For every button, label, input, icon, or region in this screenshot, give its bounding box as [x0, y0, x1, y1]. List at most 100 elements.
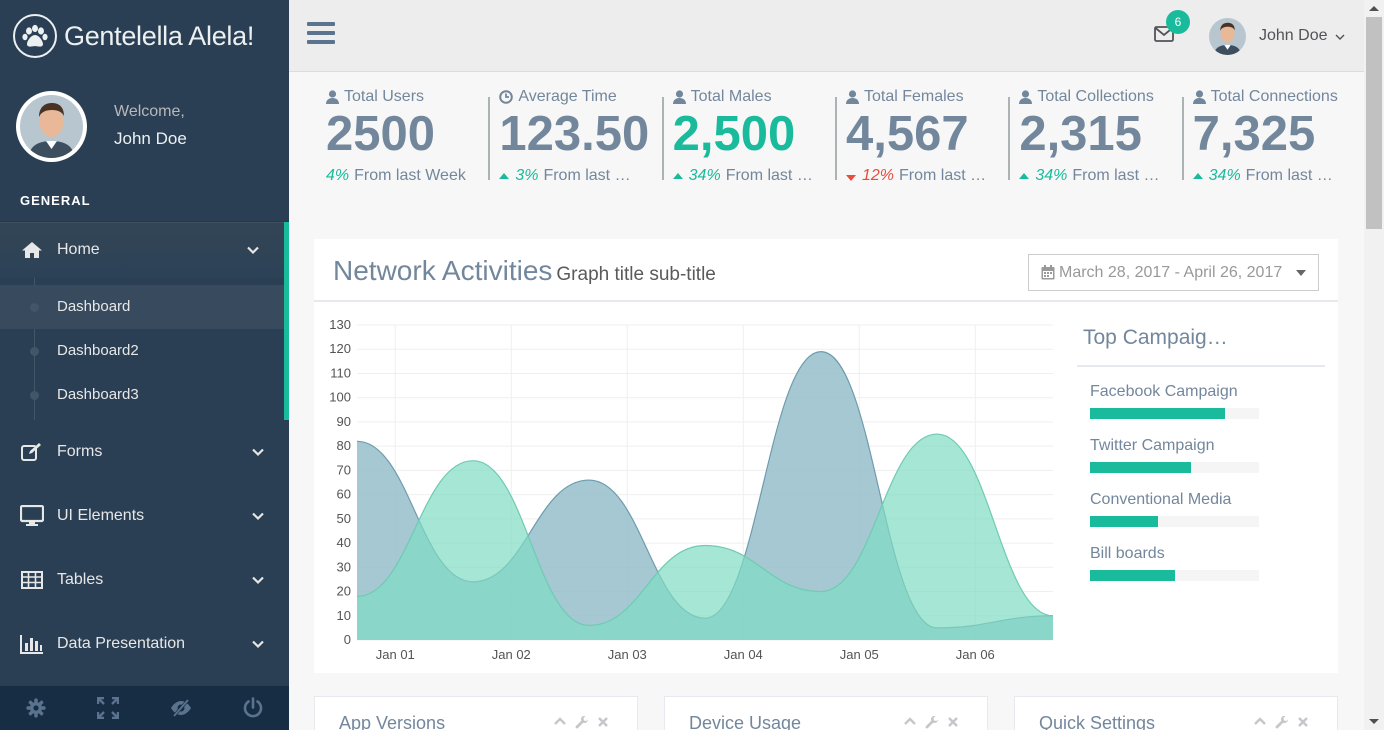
- tile-trend-text: From last Week: [725, 167, 815, 184]
- y-tick-label: 40: [337, 535, 351, 550]
- stat-tile: Total Males 2,500 34%From last Week: [661, 80, 838, 195]
- tile-title-text: Total Males: [690, 88, 772, 105]
- date-range-picker[interactable]: March 28, 2017 - April 26, 2017: [1028, 254, 1319, 291]
- stat-tile: Total Females 4,567 12%From last Week: [834, 80, 1011, 195]
- campaign-label: Bill boards: [1090, 545, 1165, 562]
- campaign-progress-bar: [1090, 408, 1259, 419]
- sidebar-item-tables[interactable]: Tables: [0, 548, 289, 612]
- date-range-text: March 28, 2017 - April 26, 2017: [1059, 263, 1283, 281]
- tile-count: 4,567: [845, 108, 969, 160]
- series-line-2: [356, 433, 1054, 627]
- campaign-item: Bill boards: [1077, 545, 1325, 581]
- campaign-label: Twitter Campaign: [1090, 437, 1215, 454]
- sort-up-icon: [1192, 173, 1203, 179]
- brand-title: Gentelella Alela!: [64, 20, 255, 51]
- tile-percent: 34%: [1208, 167, 1241, 184]
- eye-slash-icon: [170, 698, 191, 718]
- x-tick-label: Jan 04: [724, 647, 763, 662]
- series-area-2: [357, 434, 1053, 640]
- panel-toolbox: [1253, 716, 1309, 730]
- fullscreen-icon: [97, 697, 120, 719]
- caret-down-icon: [1296, 269, 1306, 276]
- y-tick-label: 30: [337, 559, 351, 574]
- tile-percent: 4%: [326, 167, 350, 184]
- close-icon[interactable]: [597, 716, 609, 728]
- collapse-icon[interactable]: [903, 716, 917, 726]
- scroll-down-arrow[interactable]: [1369, 719, 1379, 724]
- calendar-icon: [1041, 265, 1055, 280]
- x-tick-label: Jan 03: [608, 647, 647, 662]
- desktop-icon: [20, 505, 44, 527]
- tile-percent: 12%: [861, 167, 895, 184]
- tile-count: 7,325: [1192, 108, 1316, 160]
- panel-toolbox: [553, 716, 609, 730]
- tile-trend-text: From last Week: [543, 167, 641, 184]
- campaign-progress-bar: [1090, 516, 1259, 527]
- user-menu-name[interactable]: John Doe: [1259, 27, 1328, 44]
- wrench-icon[interactable]: [575, 716, 589, 730]
- user-icon: [326, 90, 339, 104]
- campaigns-title-text: Top Campaign Performance: [1083, 326, 1233, 349]
- sidebar-item-label: UI Elements: [57, 507, 145, 524]
- profile: Welcome, John Doe: [0, 72, 289, 180]
- sidebar-item-label: Tables: [57, 571, 104, 588]
- fullscreen-button[interactable]: [72, 686, 144, 730]
- tile-title: Total Females: [845, 88, 1011, 106]
- submenu-item-dashboard2[interactable]: Dashboard2: [0, 329, 284, 373]
- scroll-thumb[interactable]: [1366, 17, 1382, 229]
- tile-trend: 34%From last Week: [1019, 167, 1161, 185]
- stat-tile: Total Users 2500 4% From last Week: [318, 80, 491, 195]
- panel-title: App Versions: [339, 713, 446, 730]
- sidebar-item-forms[interactable]: Forms: [0, 420, 289, 484]
- user-icon: [1192, 90, 1206, 104]
- wrench-icon[interactable]: [1275, 716, 1289, 730]
- sidebar-item-data-presentation[interactable]: Data Presentation: [0, 612, 289, 676]
- close-icon[interactable]: [947, 716, 959, 728]
- menu-toggle-button[interactable]: [307, 22, 335, 48]
- stats-tiles: Total Users 2500 4% From last Week Average T…: [318, 80, 1358, 195]
- campaign-progress-bar: [1090, 462, 1259, 473]
- avatar: [16, 90, 87, 162]
- close-icon[interactable]: [1297, 716, 1309, 728]
- sidebar-item-home[interactable]: Home: [0, 222, 289, 278]
- bar-chart-icon: [20, 633, 44, 655]
- x-tick-label: Jan 06: [956, 647, 995, 662]
- chevron-down-icon[interactable]: [1335, 33, 1345, 41]
- lock-button[interactable]: [145, 686, 217, 730]
- sidebar-item-label: Home: [57, 241, 100, 258]
- tile-trend-text: From last Week: [899, 167, 988, 184]
- sort-up-icon: [1019, 173, 1030, 179]
- network-activities-panel: Network Activities Graph title sub-title …: [314, 239, 1338, 673]
- y-tick-label: 10: [337, 608, 351, 623]
- sidebar-item-label: Data Presentation: [57, 635, 186, 652]
- scroll-up-arrow[interactable]: [1369, 6, 1379, 11]
- x-tick-label: Jan 01: [376, 647, 415, 662]
- collapse-icon[interactable]: [553, 716, 567, 726]
- tile-trend: 34%From last Week: [1192, 167, 1335, 185]
- brand[interactable]: Gentelella Alela!: [0, 0, 289, 72]
- tile-trend: 12%From last Week: [845, 167, 988, 185]
- sidebar-item-ui-elements[interactable]: UI Elements: [0, 484, 289, 548]
- profile-name: John Doe: [114, 129, 187, 148]
- user-avatar[interactable]: [1209, 18, 1246, 55]
- logout-button[interactable]: [217, 686, 289, 730]
- panel-subtitle: Graph title sub-title: [556, 264, 716, 285]
- page-scrollbar[interactable]: [1364, 0, 1384, 730]
- tile-percent: 34%: [1035, 167, 1068, 184]
- submenu-item-dashboard3[interactable]: Dashboard3: [0, 373, 284, 417]
- submenu-item-dashboard[interactable]: Dashboard: [0, 285, 284, 329]
- hamburger-bar: [307, 31, 335, 35]
- x-tick-label: Jan 02: [492, 647, 531, 662]
- collapse-icon[interactable]: [1253, 716, 1267, 726]
- y-tick-label: 60: [337, 487, 351, 502]
- table-icon: [20, 569, 44, 591]
- gear-icon: [26, 698, 46, 718]
- tile-title: Total Males: [672, 88, 838, 106]
- settings-button[interactable]: [0, 686, 72, 730]
- menu-section-title: GENERAL: [0, 180, 289, 222]
- panel-header: Network Activities Graph title sub-title …: [314, 239, 1338, 302]
- y-tick-label: 110: [330, 365, 351, 380]
- tile-trend: 4% From last Week: [326, 167, 468, 185]
- wrench-icon[interactable]: [925, 716, 939, 730]
- campaign-progress-fill: [1090, 570, 1175, 581]
